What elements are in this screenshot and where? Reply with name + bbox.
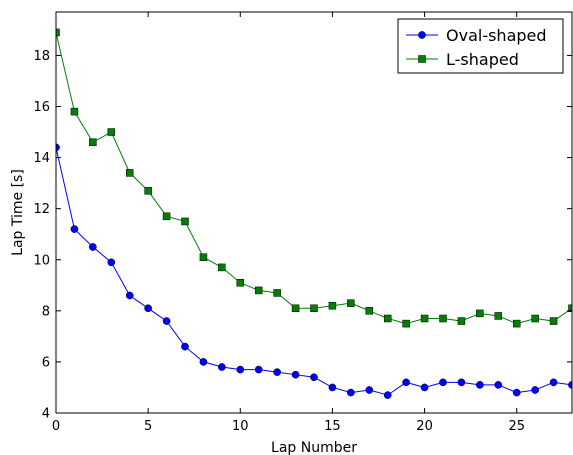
y-tick-label: 18 bbox=[33, 49, 50, 64]
data-point bbox=[457, 317, 466, 325]
data-point bbox=[494, 312, 503, 320]
data-point bbox=[512, 319, 521, 328]
y-tick-label: 12 bbox=[33, 202, 50, 217]
series-line bbox=[56, 147, 572, 396]
data-point bbox=[125, 169, 134, 177]
data-point bbox=[439, 314, 447, 323]
series-line bbox=[56, 32, 572, 325]
data-point bbox=[236, 278, 245, 287]
data-point bbox=[328, 383, 337, 392]
data-point bbox=[568, 304, 572, 313]
y-tick-label: 14 bbox=[33, 151, 50, 166]
data-point bbox=[254, 365, 263, 374]
y-tick-label: 10 bbox=[33, 253, 50, 268]
data-point bbox=[568, 381, 572, 389]
data-point bbox=[420, 383, 429, 392]
y-tick-label: 16 bbox=[33, 100, 50, 115]
data-point bbox=[420, 314, 429, 323]
plot-frame bbox=[55, 11, 573, 414]
data-point bbox=[439, 378, 447, 387]
data-point bbox=[347, 299, 355, 307]
data-point bbox=[273, 289, 281, 297]
legend-label: Oval-shaped bbox=[446, 26, 547, 45]
data-point bbox=[218, 263, 226, 272]
y-axis-label: Lap Time [s] bbox=[10, 169, 26, 256]
data-point bbox=[365, 307, 374, 315]
data-point bbox=[531, 314, 539, 323]
data-point bbox=[70, 107, 79, 116]
data-point bbox=[70, 225, 79, 233]
y-tick-label: 8 bbox=[42, 304, 50, 319]
legend-marker bbox=[418, 31, 426, 39]
data-point bbox=[457, 378, 466, 387]
data-point bbox=[107, 128, 116, 136]
data-point bbox=[254, 286, 263, 295]
y-tick-label: 4 bbox=[42, 407, 50, 422]
data-point bbox=[476, 381, 484, 389]
data-point bbox=[199, 358, 208, 366]
data-point bbox=[402, 378, 410, 387]
data-point bbox=[328, 301, 337, 310]
data-point bbox=[236, 365, 245, 374]
x-tick-label: 5 bbox=[144, 419, 152, 434]
legend-marker bbox=[418, 55, 426, 63]
x-tick-label: 15 bbox=[324, 419, 341, 434]
data-point bbox=[402, 319, 410, 328]
data-point bbox=[181, 217, 189, 226]
series-layer bbox=[56, 28, 572, 399]
data-point bbox=[512, 388, 521, 397]
data-point bbox=[89, 138, 97, 147]
y-tick-label: 6 bbox=[42, 355, 50, 370]
data-point bbox=[347, 388, 355, 397]
data-point bbox=[291, 304, 300, 313]
data-point bbox=[107, 258, 116, 267]
x-axis-label: Lap Number bbox=[271, 440, 357, 455]
legend-label: L-shaped bbox=[446, 50, 519, 69]
series-oval-shaped bbox=[56, 143, 572, 399]
series-l-shaped bbox=[56, 28, 572, 328]
data-point bbox=[56, 28, 60, 37]
data-point bbox=[476, 309, 484, 318]
data-point bbox=[549, 378, 558, 387]
data-point bbox=[218, 363, 226, 371]
data-point bbox=[365, 386, 374, 394]
data-point bbox=[144, 304, 152, 313]
data-point bbox=[549, 317, 558, 325]
data-point bbox=[89, 243, 97, 251]
data-point bbox=[125, 291, 134, 300]
data-point bbox=[310, 373, 318, 382]
data-point bbox=[310, 304, 318, 313]
data-point bbox=[531, 386, 539, 394]
legend: Oval-shaped L-shaped bbox=[397, 18, 564, 74]
data-point bbox=[144, 187, 152, 195]
axis-ticks: 0 5 10 15 20 25 4 6 8 10 12 14 16 18 bbox=[33, 12, 572, 434]
data-point bbox=[494, 381, 503, 389]
x-tick-label: 25 bbox=[508, 419, 525, 434]
data-point bbox=[162, 317, 171, 325]
x-tick-label: 0 bbox=[52, 419, 60, 434]
data-point bbox=[162, 212, 171, 221]
data-point bbox=[383, 391, 392, 399]
data-point bbox=[291, 370, 300, 379]
legend-box bbox=[397, 18, 564, 74]
x-tick-label: 10 bbox=[232, 419, 249, 434]
data-point bbox=[199, 253, 208, 261]
data-point bbox=[181, 342, 189, 351]
data-point bbox=[273, 368, 281, 376]
x-tick-label: 20 bbox=[416, 419, 433, 434]
data-point bbox=[383, 314, 392, 323]
